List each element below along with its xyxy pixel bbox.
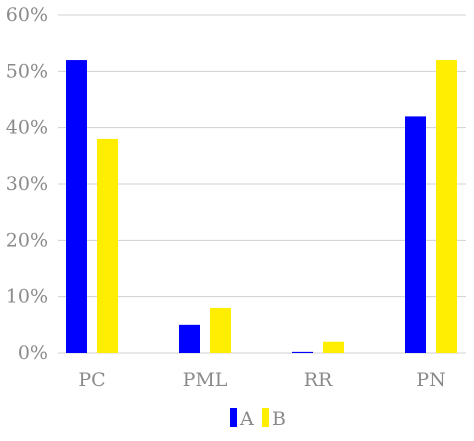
x-axis-tick-labels: PC PML RR PN (78, 369, 445, 391)
legend-label-a: A (239, 408, 254, 430)
bar-a-pml (179, 324, 200, 353)
bar-a-pc (66, 60, 87, 354)
bar-b-pml (210, 307, 231, 353)
bar-b-rr (323, 341, 344, 353)
legend-swatch-a (230, 408, 237, 427)
bar-b-pc (97, 138, 118, 353)
y-tick-label: 60% (6, 4, 48, 26)
bars (66, 60, 457, 354)
grid-lines (58, 14, 466, 354)
y-axis-tick-labels: 0% 10% 20% 30% 40% 50% 60% (6, 4, 48, 364)
y-tick-label: 10% (6, 286, 48, 308)
legend-swatch-b (262, 408, 269, 427)
legend-label-b: B (272, 408, 286, 430)
x-tick-label: PN (416, 369, 445, 391)
y-tick-label: 50% (6, 60, 48, 82)
x-tick-label: RR (304, 369, 333, 391)
y-tick-label: 20% (6, 229, 48, 251)
bar-a-pn (405, 116, 426, 354)
y-tick-label: 0% (18, 342, 48, 364)
y-tick-label: 40% (6, 117, 48, 139)
bar-a-rr (292, 351, 313, 353)
bar-b-pn (436, 60, 457, 354)
x-tick-label: PML (183, 369, 228, 391)
x-tick-label: PC (78, 369, 105, 391)
y-tick-label: 30% (6, 173, 48, 195)
